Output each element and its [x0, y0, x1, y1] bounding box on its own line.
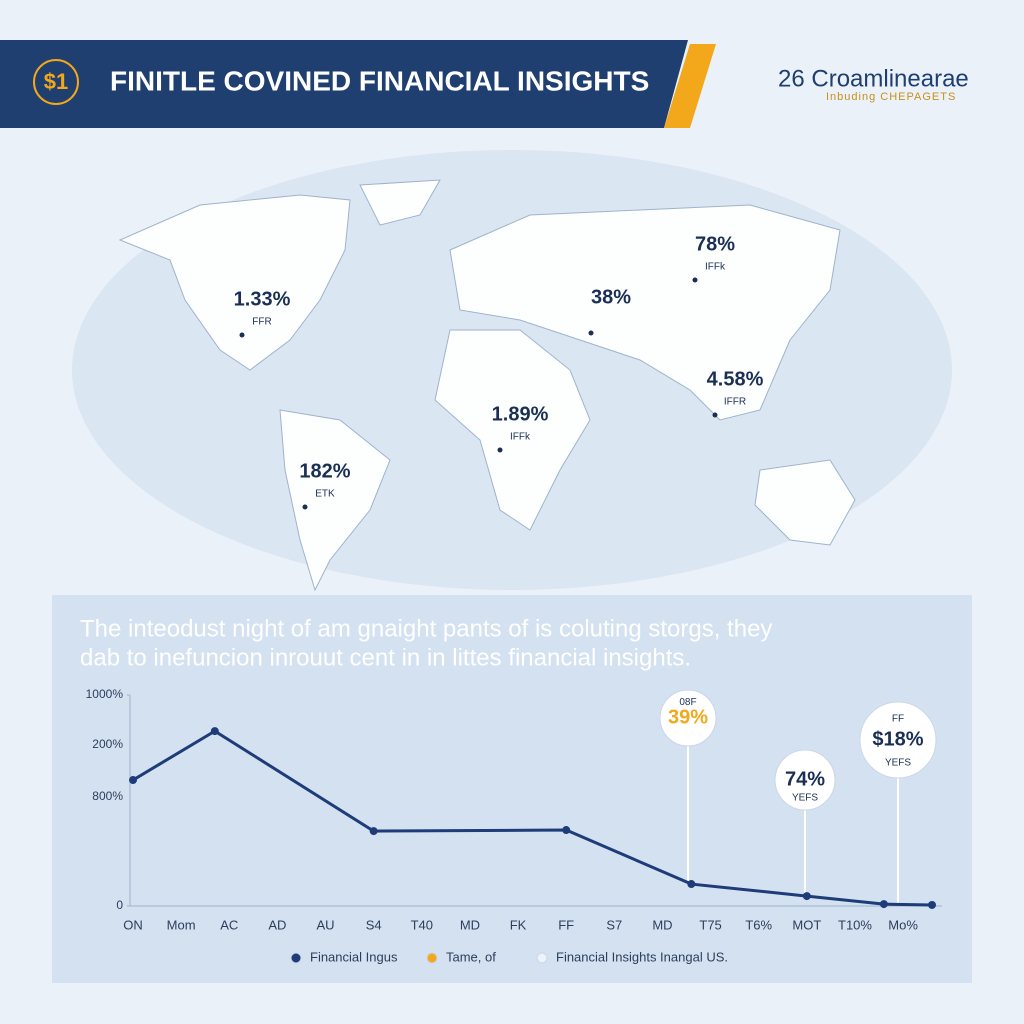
x-tick-label: ON [123, 917, 143, 932]
x-tick-label: AD [268, 917, 286, 932]
x-tick-label: T10% [838, 917, 872, 932]
callout-text: 74% [785, 768, 825, 790]
legend-swatch [426, 952, 438, 964]
header-accent [664, 44, 716, 128]
map-dot [497, 447, 503, 453]
point [802, 892, 811, 901]
x-tick-label: MOT [792, 917, 821, 932]
map-sub: IFFk [510, 432, 531, 443]
map-value: 1.89% [492, 403, 549, 425]
legend-label: Financial Insights Inangal US. [556, 949, 728, 964]
x-tick-label: FF [558, 917, 574, 932]
callout-top: 08F [679, 697, 696, 708]
eurasia [449, 204, 841, 421]
map-sub: IFFR [724, 397, 746, 408]
point [369, 827, 378, 836]
map-dot [692, 277, 698, 283]
map-dot [712, 412, 718, 418]
brand-sub: Inbuding CHEPAGETS [826, 91, 956, 103]
map-dot [239, 332, 245, 338]
callout [859, 701, 937, 779]
greenland [359, 179, 441, 226]
x-tick-label: S4 [366, 917, 382, 932]
south-america [279, 409, 391, 592]
legend-swatch [536, 952, 548, 964]
map-labels: 1.33% FFR 78% IFFk 38% 4.58% IFFR 1.89% IFFk 182%… [234, 233, 764, 510]
map-sub: ETK [315, 489, 335, 500]
map-value: 78% [695, 233, 735, 255]
y-tick-label: 1000% [86, 687, 124, 701]
callout-text: $18% [872, 728, 923, 750]
australia [754, 459, 856, 546]
africa [434, 329, 591, 531]
north-america [118, 194, 351, 371]
badge: $1 [44, 69, 68, 94]
brand: 26 Croamlinearae [778, 65, 969, 92]
map-sub: IFFk [705, 262, 726, 273]
callout-bottom: YEFS [885, 757, 911, 768]
x-tick-label: Mom [167, 917, 196, 932]
x-tick-label: AU [316, 917, 334, 932]
continents [118, 179, 856, 592]
x-tick-label: T40 [411, 917, 433, 932]
x-tick-label: FK [510, 917, 527, 932]
intro-line: dab to inefuncion inrouut cent in in lit… [80, 644, 691, 671]
line-chart: 0 1000% 200% 800% ON Mom AC AD AU S4 T40 MD FK FF S7 MD… [86, 687, 942, 964]
point [129, 776, 137, 785]
legend-swatch [290, 952, 302, 964]
y-axis-label: 200% [92, 737, 123, 751]
point [562, 826, 571, 835]
map-dot [302, 504, 308, 510]
header-bar [0, 40, 688, 128]
callout [774, 749, 836, 811]
x-tick-label: T6% [745, 917, 772, 932]
y-tick-label: 0 [116, 898, 123, 912]
x-tick-label: S7 [606, 917, 622, 932]
line [132, 729, 933, 907]
badge-ring [33, 59, 79, 105]
title: FINITLE COVINED FINANCIAL INSIGHTS [110, 65, 649, 96]
point [928, 900, 936, 909]
callout-bottom: YEFS [792, 793, 818, 804]
intro-line: The inteodust night of am gnaight pants … [80, 615, 772, 642]
point [210, 727, 219, 736]
map-dot [588, 330, 594, 336]
callout-text: 39% [668, 706, 708, 728]
point [879, 900, 888, 909]
legend-label: Tame, of [446, 949, 496, 964]
callout-top: FF [892, 714, 904, 725]
map-value: 1.33% [234, 288, 291, 310]
callout [659, 689, 717, 747]
x-tick-label: Mo% [888, 917, 918, 932]
x-tick-label: T75 [699, 917, 721, 932]
map-value: 38% [591, 286, 631, 308]
map-sub: FFR [252, 317, 271, 328]
x-tick-label: MD [652, 917, 672, 932]
point [687, 880, 696, 889]
map-value: 4.58% [707, 368, 764, 390]
y-axis-label: 800% [92, 789, 123, 803]
map-value: 182% [299, 460, 350, 482]
x-tick-label: MD [460, 917, 480, 932]
legend-label: Financial Ingus [310, 949, 398, 964]
x-tick-label: AC [220, 917, 238, 932]
